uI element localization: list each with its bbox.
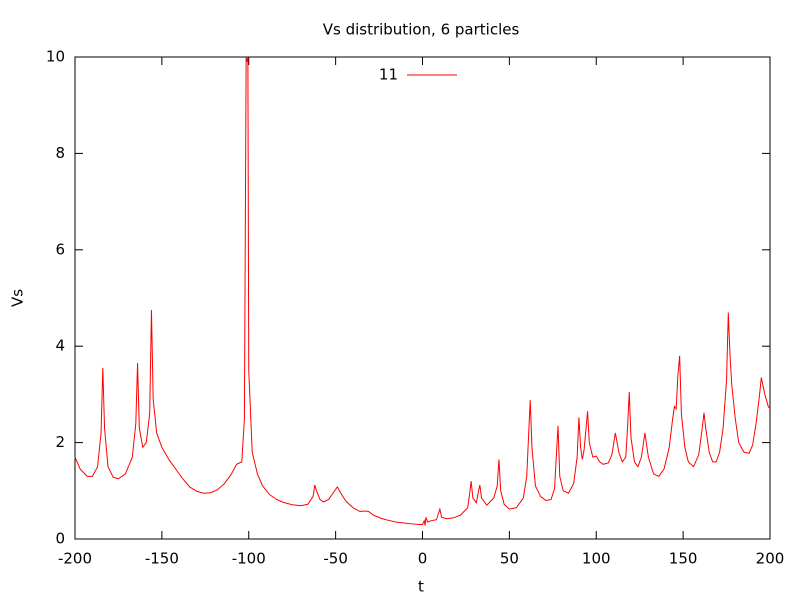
y-tick-label: 4	[55, 337, 65, 355]
x-tick-label: 150	[669, 550, 698, 568]
x-tick-label: -200	[58, 550, 92, 568]
x-tick-label: -150	[145, 550, 179, 568]
chart-title: Vs distribution, 6 particles	[323, 21, 520, 39]
y-axis-label: Vs	[9, 289, 27, 307]
y-tick-label: 10	[46, 48, 65, 66]
x-tick-label: 200	[756, 550, 785, 568]
legend-label: 11	[379, 66, 398, 84]
y-tick-label: 0	[55, 530, 65, 548]
y-tick-label: 2	[55, 433, 65, 451]
x-tick-label: 50	[500, 550, 519, 568]
y-tick-label: 8	[55, 144, 65, 162]
x-tick-label: -100	[232, 550, 266, 568]
y-tick-label: 6	[55, 240, 65, 258]
x-tick-label: 0	[418, 550, 428, 568]
x-tick-label: -50	[323, 550, 348, 568]
x-axis-label: t	[418, 578, 424, 596]
data-line	[74, 56, 771, 526]
x-tick-label: 100	[582, 550, 611, 568]
